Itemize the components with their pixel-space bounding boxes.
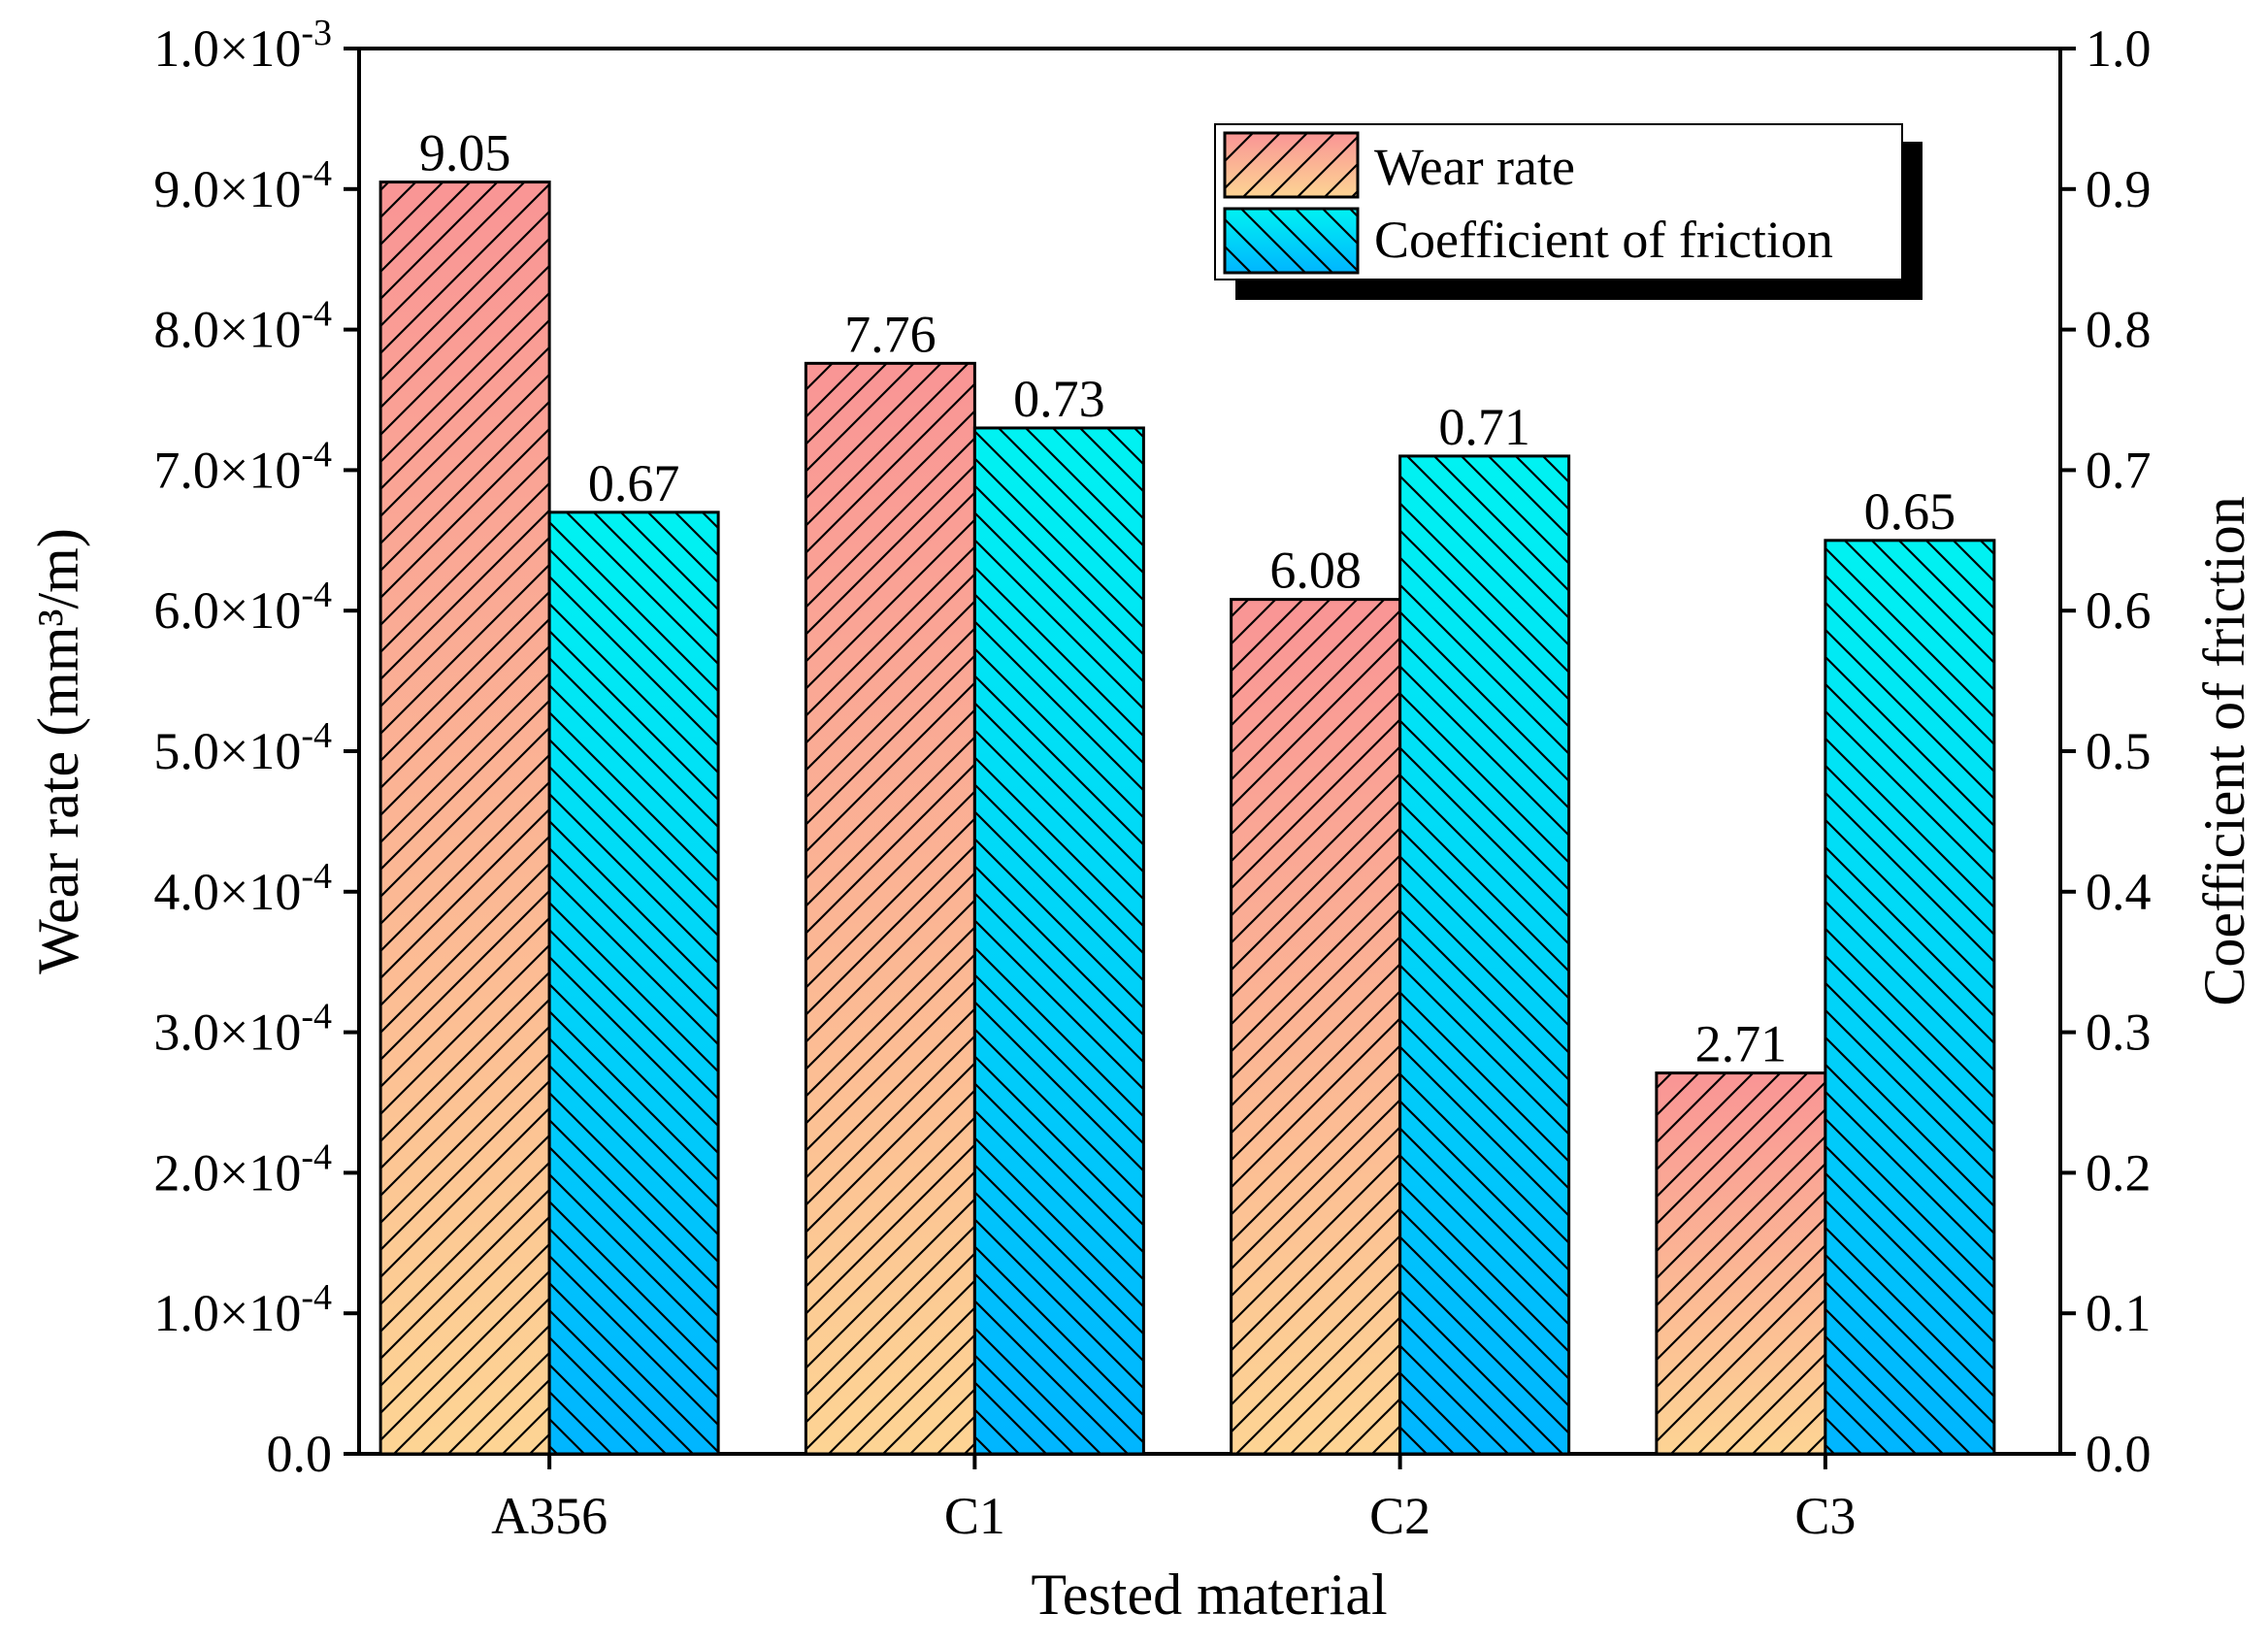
bar-value-labels: 9.05 0.67 7.76 0.73 6.08 0.71 2.71 0.65 [419, 124, 1956, 1073]
right-tick-label: 0.1 [2086, 1284, 2152, 1342]
x-tick-label-c1: C1 [944, 1487, 1005, 1545]
right-tick-label: 0.0 [2086, 1425, 2152, 1483]
legend-label-wear-rate: Wear rate [1374, 138, 1575, 196]
x-tick-label-c3: C3 [1794, 1487, 1856, 1545]
right-tick-label: 0.2 [2086, 1143, 2152, 1202]
bars-group [378, 181, 1996, 1456]
bar-hatch-wear-rate-c1 [805, 363, 975, 1454]
right-tick-label: 0.6 [2086, 581, 2152, 640]
left-tick-label: 8.0×10-4 [153, 294, 332, 359]
legend-swatch-wear-rate-hatch [1225, 133, 1358, 197]
legend-swatch-cof-hatch [1225, 209, 1358, 273]
right-tick-label: 0.4 [2086, 863, 2152, 921]
x-axis-title: Tested material [1031, 1563, 1387, 1627]
bar-label-wear-rate-c3: 2.71 [1695, 1015, 1788, 1073]
y2-axis-title: Coefficient of friction [2192, 496, 2256, 1005]
x-tick-label-c2: C2 [1369, 1487, 1430, 1545]
bar-label-cof-c1: 0.73 [1013, 370, 1105, 428]
bar-hatch-cof-c3 [1824, 540, 1994, 1454]
right-tick-label: 0.5 [2086, 722, 2152, 780]
bar-hatch-wear-rate-c3 [1656, 1072, 1825, 1454]
left-tick-label: 6.0×10-4 [153, 575, 332, 640]
bar-label-wear-rate-c2: 6.08 [1269, 542, 1362, 600]
bar-hatch-cof-c1 [974, 427, 1144, 1455]
bar-label-wear-rate-a356: 9.05 [419, 124, 511, 182]
right-tick-label: 0.9 [2086, 160, 2152, 218]
left-tick-label: 9.0×10-4 [153, 153, 332, 218]
x-axis-ticks: A356 C1 C2 C3 [491, 1454, 1856, 1545]
legend-label-cof: Coefficient of friction [1374, 211, 1833, 269]
left-tick-label: 4.0×10-4 [153, 856, 332, 921]
left-axis-ticks: 0.0 1.0×10-4 2.0×10-4 3.0×10-4 4.0×10-4 5.0×1… [153, 13, 359, 1483]
bar-label-cof-c3: 0.65 [1864, 482, 1956, 541]
left-tick-label: 7.0×10-4 [153, 434, 332, 499]
right-tick-label: 0.3 [2086, 1004, 2152, 1062]
right-axis-ticks: 0.0 0.1 0.2 0.3 0.4 0.5 0.6 0.7 0.8 0.9 1.0 [2060, 19, 2152, 1483]
bar-label-wear-rate-c1: 7.76 [844, 305, 937, 363]
legend: Wear rate Coefficient of friction [1214, 123, 1923, 300]
bar-hatch-cof-a356 [549, 511, 719, 1454]
y-axis-title: Wear rate (mm³/m) [26, 528, 90, 974]
bar-label-cof-c2: 0.71 [1438, 398, 1530, 456]
right-tick-label: 0.8 [2086, 301, 2152, 359]
left-tick-label: 1.0×10-4 [153, 1277, 332, 1342]
bar-hatch-cof-c2 [1399, 455, 1569, 1454]
bar-label-cof-a356: 0.67 [588, 454, 680, 512]
bar-hatch-wear-rate-a356 [380, 181, 550, 1454]
left-tick-label: 1.0×10-3 [153, 13, 332, 78]
bar-hatch-wear-rate-c2 [1231, 599, 1400, 1454]
x-tick-label-a356: A356 [491, 1487, 608, 1545]
right-tick-label: 0.7 [2086, 441, 2152, 499]
right-tick-label: 1.0 [2086, 19, 2152, 78]
left-tick-label: 2.0×10-4 [153, 1136, 332, 1202]
left-tick-label: 3.0×10-4 [153, 997, 332, 1062]
left-tick-label: 0.0 [267, 1425, 333, 1483]
left-tick-label: 5.0×10-4 [153, 715, 332, 780]
